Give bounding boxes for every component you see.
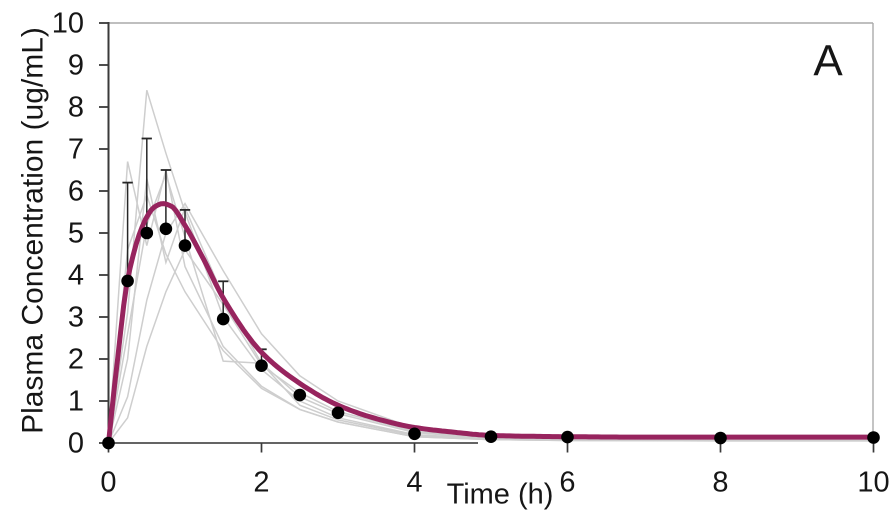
svg-text:4: 4 [68, 260, 84, 292]
svg-text:1: 1 [68, 386, 84, 418]
svg-text:7: 7 [68, 134, 84, 166]
svg-text:8: 8 [68, 92, 84, 124]
svg-text:4: 4 [406, 467, 422, 499]
svg-text:6: 6 [559, 467, 575, 499]
svg-text:5: 5 [68, 218, 84, 250]
svg-text:A: A [813, 36, 843, 85]
svg-text:8: 8 [712, 467, 728, 499]
svg-text:10: 10 [857, 467, 889, 499]
svg-text:2: 2 [253, 467, 269, 499]
svg-text:6: 6 [68, 176, 84, 208]
svg-text:9: 9 [68, 50, 84, 82]
svg-text:10: 10 [52, 8, 84, 40]
svg-text:2: 2 [68, 344, 84, 376]
svg-text:0: 0 [100, 467, 116, 499]
svg-text:0: 0 [68, 428, 84, 460]
svg-text:3: 3 [68, 302, 84, 334]
svg-text:Plasma Concentration (ug/mL): Plasma Concentration (ug/mL) [17, 27, 50, 434]
svg-text:Time (h): Time (h) [447, 479, 554, 511]
